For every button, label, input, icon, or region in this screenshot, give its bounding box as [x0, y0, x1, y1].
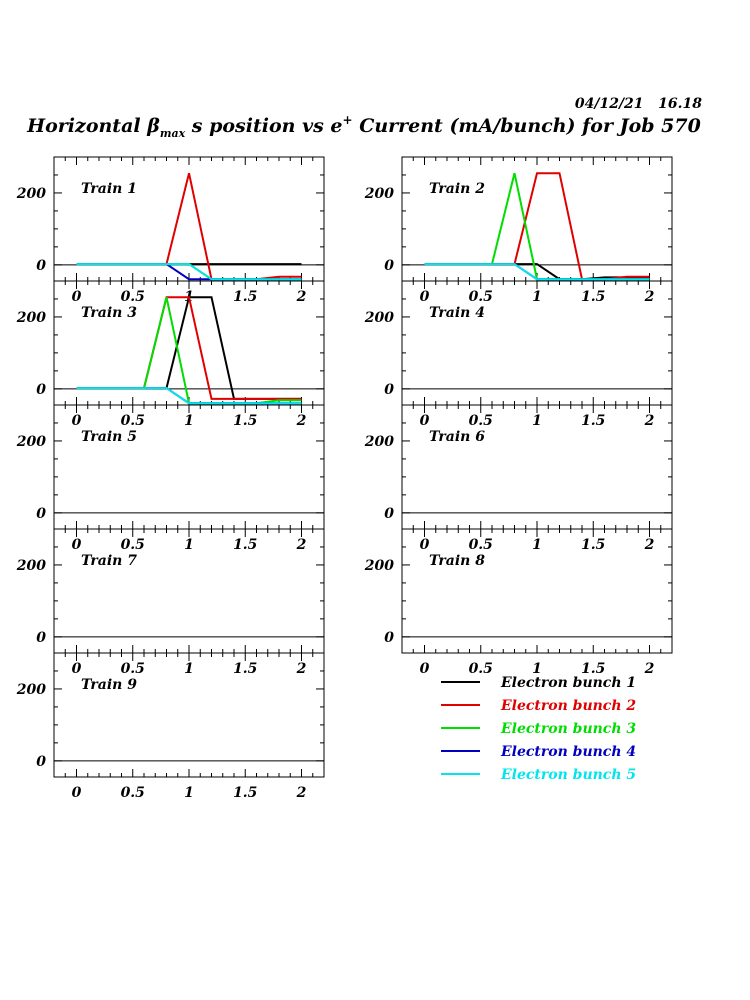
x-tick-label: 1.5 [581, 289, 605, 305]
title-end: Current (mA/bunch) for Job 570 [353, 115, 701, 137]
y-tick-label: 0 [36, 630, 46, 646]
panel-8: 0 200 0 0.5 1 1.5 2 Train 8 [364, 528, 673, 677]
legend-label: Electron bunch 3 [500, 721, 636, 737]
y-tick-label: 0 [384, 506, 394, 522]
x-tick-label: 2 [644, 289, 655, 305]
panel-label: Train 5 [81, 429, 137, 445]
y-tick-label: 200 [364, 434, 394, 450]
x-tick-label: 1 [184, 413, 194, 429]
y-tick-label: 0 [36, 506, 46, 522]
x-tick-label: 2 [296, 785, 307, 801]
x-tick-label: 1 [184, 537, 194, 553]
title-main: Horizontal β [26, 115, 160, 137]
panel-7: 0 200 0 0.5 1 1.5 2 Train 7 [16, 528, 325, 677]
y-tick-label: 200 [16, 310, 46, 326]
x-tick-label: 1.5 [581, 661, 605, 677]
x-tick-label: 0 [72, 537, 82, 553]
y-tick-label: 0 [384, 630, 394, 646]
title-subscript: max [160, 127, 186, 140]
legend-label: Electron bunch 4 [500, 744, 636, 760]
y-tick-label: 0 [36, 382, 46, 398]
y-tick-label: 200 [16, 434, 46, 450]
x-tick-label: 2 [296, 661, 307, 677]
x-tick-label: 1.5 [233, 413, 257, 429]
panel-9: 0 200 0 0.5 1 1.5 2 Train 9 [16, 652, 325, 801]
x-tick-label: 0 [420, 289, 430, 305]
x-tick-label: 1 [532, 289, 542, 305]
y-tick-label: 0 [36, 754, 46, 770]
panel-6: 0 200 0 0.5 1 1.5 2 Train 6 [364, 404, 673, 553]
y-tick-label: 200 [364, 558, 394, 574]
x-tick-label: 1 [532, 413, 542, 429]
x-tick-label: 1.5 [233, 785, 257, 801]
panel-label: Train 8 [429, 553, 485, 569]
x-tick-label: 2 [644, 537, 655, 553]
x-tick-label: 0.5 [121, 785, 145, 801]
x-tick-label: 1.5 [233, 289, 257, 305]
panel-label: Train 2 [429, 181, 485, 197]
legend-label: Electron bunch 2 [500, 698, 636, 714]
x-tick-label: 2 [644, 661, 655, 677]
panel-label: Train 7 [81, 553, 137, 569]
panel-label: Train 3 [81, 305, 137, 321]
x-tick-label: 1 [532, 537, 542, 553]
figure-title: Horizontal βmax s position vs e+ Current… [26, 113, 701, 140]
x-tick-label: 0.5 [469, 289, 493, 305]
x-tick-label: 1 [184, 785, 194, 801]
y-tick-label: 200 [16, 186, 46, 202]
legend: Electron bunch 1 Electron bunch 2 Electron… [441, 675, 636, 783]
panel-2: 0 200 0 0.5 1 1.5 2 Train 2 [364, 156, 673, 305]
x-tick-label: 0 [72, 413, 82, 429]
y-tick-label: 0 [384, 382, 394, 398]
panel-3: 0 200 0 0.5 1 1.5 2 Train 3 [16, 280, 325, 429]
panel-4: 0 200 0 0.5 1 1.5 2 Train 4 [364, 280, 673, 429]
y-tick-label: 200 [364, 186, 394, 202]
x-tick-label: 2 [296, 289, 307, 305]
x-tick-label: 2 [644, 413, 655, 429]
x-tick-label: 0 [72, 289, 82, 305]
x-tick-label: 0.5 [121, 289, 145, 305]
title-rest: s position vs e [185, 115, 342, 137]
x-tick-label: 0.5 [469, 413, 493, 429]
x-tick-label: 0 [72, 785, 82, 801]
x-tick-label: 0 [420, 661, 430, 677]
series-line-bunch-5 [76, 263, 302, 281]
y-tick-label: 200 [364, 310, 394, 326]
timestamp: 04/12/21 16.18 [575, 96, 702, 112]
y-tick-label: 0 [36, 258, 46, 274]
series-line-bunch-5 [76, 387, 302, 405]
title-superscript: + [343, 113, 353, 127]
series-line-bunch-5 [424, 263, 650, 281]
x-tick-label: 0 [420, 537, 430, 553]
x-tick-label: 0 [72, 661, 82, 677]
x-tick-label: 1.5 [233, 661, 257, 677]
x-tick-label: 0.5 [121, 537, 145, 553]
x-tick-label: 0.5 [469, 661, 493, 677]
x-tick-label: 1 [184, 661, 194, 677]
x-tick-label: 1.5 [581, 413, 605, 429]
x-tick-label: 0.5 [469, 537, 493, 553]
legend-label: Electron bunch 1 [500, 675, 636, 691]
panel-5: 0 200 0 0.5 1 1.5 2 Train 5 [16, 404, 325, 553]
y-tick-label: 200 [16, 558, 46, 574]
panel-label: Train 6 [429, 429, 485, 445]
x-tick-label: 0.5 [121, 413, 145, 429]
x-tick-label: 1 [532, 661, 542, 677]
legend-label: Electron bunch 5 [500, 767, 636, 783]
x-tick-label: 2 [296, 413, 307, 429]
x-tick-label: 0 [420, 413, 430, 429]
x-tick-label: 2 [296, 537, 307, 553]
panel-label: Train 4 [429, 305, 485, 321]
y-tick-label: 200 [16, 682, 46, 698]
y-tick-label: 0 [384, 258, 394, 274]
x-tick-label: 0.5 [121, 661, 145, 677]
panel-label: Train 9 [81, 677, 137, 693]
panel-label: Train 1 [81, 181, 137, 197]
x-tick-label: 1.5 [233, 537, 257, 553]
x-tick-label: 1.5 [581, 537, 605, 553]
